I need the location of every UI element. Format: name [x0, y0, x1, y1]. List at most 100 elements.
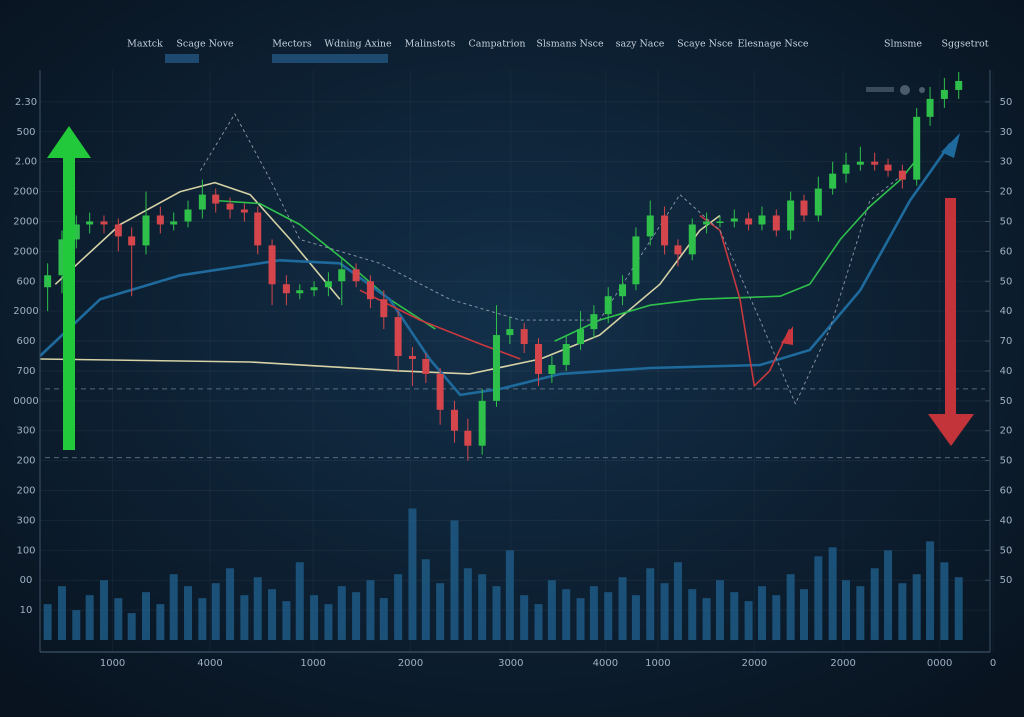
- moving-average: [554, 155, 921, 342]
- y-tick-label: 2.00: [15, 157, 37, 168]
- toolbar-icon[interactable]: [900, 85, 910, 95]
- y-tick-label: 100: [16, 545, 35, 556]
- toolbar-item[interactable]: Elesnage Nsce: [737, 39, 808, 50]
- toolbar-field[interactable]: [165, 54, 199, 63]
- x-tick-label: 2000: [398, 658, 423, 669]
- y2-tick-label: 40: [1000, 306, 1013, 317]
- volume-bar: [478, 574, 487, 640]
- volume-bar: [198, 598, 207, 640]
- x-tick-label: 1000: [100, 658, 125, 669]
- volume-bar: [660, 583, 669, 640]
- toolbar-item[interactable]: Slmsme: [884, 39, 922, 50]
- candle-body: [282, 284, 290, 294]
- candle-body: [506, 329, 514, 336]
- volume-bar: [156, 604, 165, 640]
- y-tick-label: 600: [16, 276, 35, 287]
- toolbar-item[interactable]: Scaye Nsce: [677, 39, 733, 50]
- candle-body: [380, 299, 388, 318]
- candle-body: [590, 314, 598, 330]
- candle-body: [100, 221, 108, 225]
- down-arrow-shaft: [945, 198, 956, 418]
- toolbar-item[interactable]: sazy Nace: [616, 39, 665, 50]
- toolbar-item[interactable]: Scage Nove: [176, 39, 234, 50]
- y2-tick-label: 50: [1000, 276, 1013, 287]
- volume-bar: [492, 586, 501, 640]
- y-tick-label: 2.30: [15, 97, 37, 108]
- toolbar-item[interactable]: Campatrion: [469, 39, 526, 50]
- candle-body: [829, 173, 837, 189]
- volume-bar: [870, 568, 879, 640]
- toolbar-item[interactable]: Sggsetrot: [941, 39, 988, 50]
- toolbar-item[interactable]: Maxtck: [127, 39, 163, 50]
- toolbar-item[interactable]: Wdning Axine: [324, 39, 392, 50]
- toolbar-icon[interactable]: [919, 87, 925, 93]
- candle-body: [548, 364, 556, 374]
- trend-arrow-head: [941, 133, 960, 158]
- volume-bar: [800, 589, 808, 640]
- y-tick-label: 2000: [13, 246, 38, 257]
- volume-bar: [142, 592, 151, 640]
- x-tick-label: 1000: [645, 658, 670, 669]
- y2-tick-label: 40: [1000, 366, 1013, 377]
- y-tick-label: 10: [20, 605, 33, 616]
- candle-body: [254, 212, 262, 246]
- x-tick-label: 4000: [197, 658, 222, 669]
- y-tick-label: 200: [16, 486, 35, 497]
- candle-body: [703, 221, 711, 225]
- volume-bar: [226, 568, 235, 640]
- volume-bar: [562, 589, 571, 640]
- volume-bar: [688, 589, 697, 640]
- y2-tick-label: 50: [1000, 97, 1013, 108]
- candle-body: [955, 80, 963, 90]
- volume-bar: [730, 592, 739, 640]
- candle-body: [324, 281, 332, 288]
- volume-bar: [337, 586, 346, 640]
- candle-body: [86, 221, 94, 225]
- y-tick-label: 700: [16, 366, 35, 377]
- volume-bar: [169, 574, 178, 640]
- candle-body: [646, 215, 654, 237]
- y-tick-label: 2000: [13, 306, 38, 317]
- volume-bar: [926, 541, 935, 640]
- x-tick-label: 3000: [498, 658, 523, 669]
- up-arrow-shaft: [63, 152, 75, 450]
- y-tick-label: 200: [16, 456, 35, 467]
- volume-bar: [828, 547, 837, 640]
- toolbar-field[interactable]: [272, 54, 388, 63]
- toolbar-icon[interactable]: [866, 87, 894, 92]
- y-tick-label: 00: [20, 575, 33, 586]
- candle-body: [632, 236, 640, 285]
- volume-bar: [618, 577, 627, 640]
- volume-bar: [310, 595, 319, 640]
- volume-bar: [842, 580, 851, 640]
- candle-body: [464, 430, 472, 446]
- candle-body: [619, 284, 627, 297]
- volume-bar: [114, 598, 123, 640]
- toolbar-item[interactable]: Mectors: [272, 39, 312, 50]
- plot: 2.305002.0020002000200060020006007000000…: [13, 70, 1012, 669]
- candle-body: [661, 215, 669, 246]
- toolbar-item[interactable]: Slsmans Nsce: [536, 39, 604, 50]
- candle-body: [268, 245, 276, 285]
- volume-bar: [576, 598, 585, 640]
- candle-body: [170, 221, 178, 225]
- volume-bar: [421, 559, 430, 640]
- candle-body: [913, 116, 921, 180]
- toolbar-item[interactable]: Malinstots: [405, 39, 456, 50]
- volume-bar: [127, 613, 136, 640]
- volume-bar: [589, 586, 598, 640]
- volume-bar: [646, 568, 655, 640]
- candle-body: [520, 329, 528, 345]
- volume-bar: [547, 580, 556, 640]
- candle-body: [128, 236, 136, 246]
- volume-bar: [450, 520, 459, 640]
- volume-bar: [366, 580, 375, 640]
- volume-bar: [408, 508, 417, 640]
- moving-average: [39, 142, 952, 397]
- candle-body: [212, 194, 220, 204]
- y2-tick-label: 50: [1000, 575, 1013, 586]
- volume-bar: [912, 574, 921, 640]
- candle-body: [58, 239, 66, 276]
- x-tick-label: 0: [990, 658, 996, 669]
